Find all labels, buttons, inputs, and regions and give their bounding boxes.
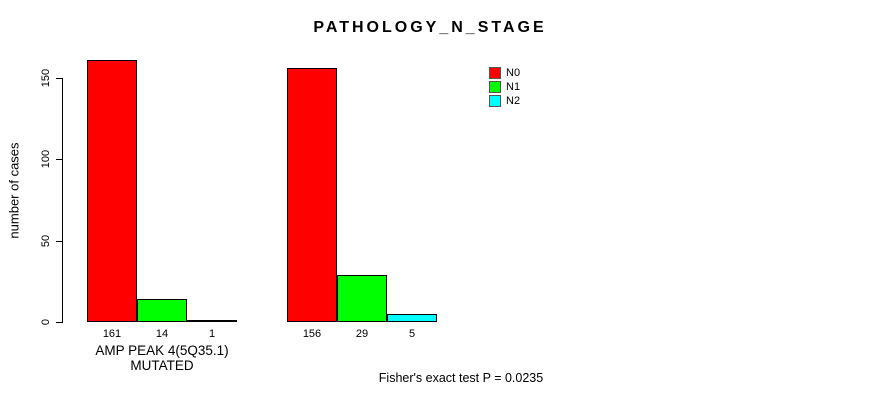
bar-n2 — [187, 320, 237, 323]
bar-value-label: 1 — [208, 328, 216, 340]
legend-row-n1: N1 — [489, 80, 520, 94]
bar-n1 — [337, 274, 387, 322]
y-tick-mark — [56, 78, 62, 79]
bar-value-label: 14 — [155, 328, 169, 340]
bar-value-label: 156 — [302, 328, 322, 340]
fisher-test-annotation: Fisher's exact test P = 0.0235 — [378, 371, 544, 385]
bar-n0 — [87, 60, 137, 322]
y-tick-label: 50 — [40, 234, 52, 247]
y-tick-label: 0 — [40, 318, 52, 326]
legend-label: N2 — [506, 95, 521, 107]
legend-row-n0: N0 — [489, 66, 520, 80]
chart-title: PATHOLOGY_N_STAGE — [313, 19, 547, 36]
bar-n1 — [137, 299, 187, 322]
bar-value-label: 5 — [408, 328, 416, 340]
bar-n2 — [387, 313, 437, 322]
y-tick-mark — [56, 240, 62, 242]
legend-label: N1 — [506, 81, 521, 93]
legend-swatch-icon — [489, 95, 501, 107]
legend: N0 N1 N2 — [489, 66, 520, 108]
y-tick-label: 100 — [40, 150, 52, 169]
x-axis-group-label: AMP PEAK 4(5Q35.1) MUTATED — [95, 343, 229, 373]
y-axis-line — [62, 78, 63, 323]
bar-value-label: 29 — [355, 328, 369, 340]
y-tick-mark — [56, 159, 62, 161]
bar-value-label: 161 — [102, 328, 122, 340]
legend-swatch-icon — [489, 81, 501, 93]
legend-row-n2: N2 — [489, 94, 520, 108]
legend-label: N0 — [506, 67, 521, 79]
legend-swatch-icon — [489, 67, 501, 79]
y-tick-label: 150 — [40, 68, 52, 88]
bar-n0 — [287, 68, 337, 322]
y-axis-label: number of cases — [6, 142, 22, 239]
y-tick-mark — [56, 322, 62, 323]
